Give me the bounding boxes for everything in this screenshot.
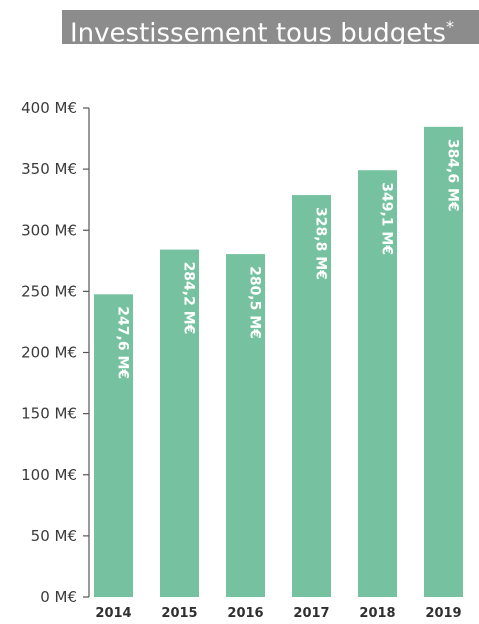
x-tick-label: 2015	[161, 606, 197, 621]
data-label: 349,1 M€	[379, 182, 395, 255]
bar	[292, 195, 331, 598]
bar	[358, 170, 397, 597]
x-tick-label: 2019	[425, 606, 461, 621]
bar	[226, 254, 265, 597]
y-tick-label: 200 M€	[21, 344, 77, 362]
data-label: 247,6 M€	[115, 306, 131, 379]
y-tick-label: 0 M€	[40, 588, 77, 606]
y-axis: 0 M€ 50 M€ 100 M€ 150 M€ 200 M€ 250 M€ 300 M€ 3…	[21, 99, 90, 606]
y-tick-label: 300 M€	[21, 221, 77, 239]
data-label: 280,5 M€	[247, 266, 263, 339]
x-tick-label: 2018	[359, 606, 395, 621]
chart-title: Investissement tous budgets*	[62, 10, 479, 49]
y-tick-label: 250 M€	[21, 282, 77, 300]
y-tick-label: 50 M€	[31, 527, 77, 545]
y-tick-label: 100 M€	[21, 466, 77, 484]
chart-title-text: Investissement tous budgets	[70, 18, 446, 49]
data-label: 328,8 M€	[313, 207, 329, 280]
bar	[160, 249, 199, 598]
data-label: 384,6 M€	[445, 139, 461, 212]
y-tick-label: 150 M€	[21, 405, 77, 423]
y-tick-label: 350 M€	[21, 160, 77, 178]
x-axis: 2014 2015 2016 2017 2018 2019	[95, 606, 461, 621]
x-tick-label: 2014	[95, 606, 131, 621]
bar	[424, 126, 463, 597]
x-tick-label: 2016	[227, 606, 263, 621]
bars: 247,6 M€ 284,2 M€ 280,5 M€ 328,8 M€ 349,1 M€…	[94, 126, 463, 598]
y-tick-label: 400 M€	[21, 99, 77, 117]
bar	[94, 294, 133, 597]
x-tick-label: 2017	[293, 606, 329, 621]
data-label: 284,2 M€	[181, 262, 197, 335]
chart-title-footnote-mark: *	[445, 17, 454, 36]
